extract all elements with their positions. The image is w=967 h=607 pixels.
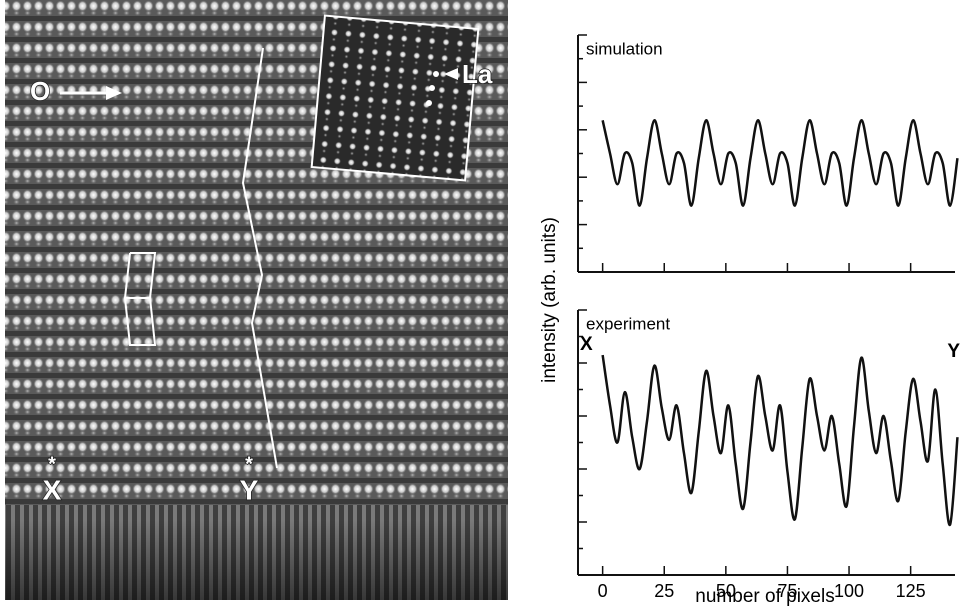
la-dot [429, 85, 435, 91]
x-tick-label: 75 [777, 581, 797, 601]
y-label: Y [240, 474, 259, 505]
la-dot [426, 100, 432, 106]
x-tick-label: 50 [716, 581, 736, 601]
unit-cell [123, 252, 157, 346]
x-tick-label: 0 [598, 581, 608, 601]
shade [5, 520, 508, 600]
data-line [601, 119, 959, 207]
data-line [601, 354, 959, 526]
end-annotation: Y [947, 341, 960, 362]
marker: * [48, 453, 56, 475]
x-tick-label: 25 [654, 581, 674, 601]
profile-line [241, 47, 278, 469]
la-dot [433, 71, 439, 77]
x-label: X [43, 474, 62, 505]
y-axis-label: intensity (arb. units) [539, 217, 560, 383]
o-label: O [30, 76, 50, 106]
marker: * [245, 453, 253, 475]
start-annotation: X [580, 334, 593, 355]
panel-title: experiment [586, 314, 670, 333]
x-tick-label: 100 [834, 581, 864, 601]
x-axis-label: number of pixels [695, 586, 834, 607]
micrograph: La O * X * Y [5, 0, 508, 600]
x-tick-label: 125 [896, 581, 926, 601]
o-arrow-head [106, 86, 122, 100]
la-arrow [444, 68, 458, 80]
panel-title: simulation [586, 39, 663, 58]
inset [310, 14, 480, 182]
la-label: La [462, 59, 493, 89]
